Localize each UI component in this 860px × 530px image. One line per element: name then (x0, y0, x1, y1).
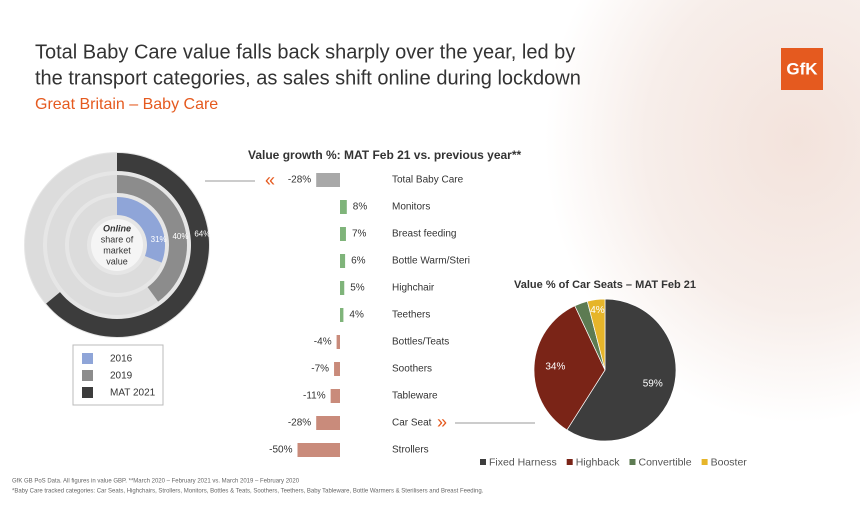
bar (340, 254, 346, 268)
bar (316, 173, 340, 187)
value-label: 8% (353, 202, 368, 213)
category-label: Teethers (392, 310, 430, 321)
title-line: the transport categories, as sales shift… (35, 67, 581, 89)
category-label: Monitors (392, 202, 430, 213)
donut-hole (91, 219, 143, 271)
value-label: -11% (303, 391, 326, 402)
pie-slice (566, 298, 677, 442)
center-label: share of (101, 234, 134, 244)
category-label: Strollers (392, 445, 429, 456)
pie-slice (586, 298, 606, 371)
bar (297, 443, 340, 457)
legend-label: Fixed Harness (489, 456, 557, 468)
footnote: *Baby Care tracked categories: Car Seats… (12, 489, 484, 495)
category-label: Car Seat (392, 418, 432, 429)
legend-label: 2019 (110, 371, 133, 382)
bar (336, 335, 340, 349)
value-label: 6% (351, 256, 366, 267)
legend-swatch (82, 370, 93, 381)
category-label: Highchair (392, 283, 435, 294)
category-label: Bottles/Teats (392, 337, 449, 348)
value-label: -28% (288, 418, 311, 429)
bar-title: Value growth %: MAT Feb 21 vs. previous … (248, 148, 522, 162)
value-label: -50% (269, 445, 292, 456)
ring-label: 31% (151, 235, 167, 244)
legend-swatch (82, 387, 93, 398)
ring-arc (117, 197, 165, 263)
bar (340, 281, 345, 295)
value-label: -7% (311, 364, 329, 375)
category-label: Tableware (392, 391, 438, 402)
slice-label: 4% (590, 305, 605, 316)
bar (316, 416, 340, 430)
logo: GfK (786, 59, 818, 78)
chevron: » (437, 412, 447, 432)
pie-slice (533, 305, 606, 431)
category-label: Soothers (392, 364, 432, 375)
legend-label: Booster (711, 456, 748, 468)
center-label: Online (103, 223, 131, 233)
pie-title: Value % of Car Seats – MAT Feb 21 (514, 279, 696, 291)
slice-label: 34% (545, 362, 565, 373)
legend-label: Highback (576, 456, 621, 468)
footnote: GfK GB PoS Data. All figures in value GB… (12, 479, 300, 485)
category-label: Bottle Warm/Steri (392, 256, 470, 267)
bar (340, 227, 346, 241)
center-label: value (106, 256, 128, 266)
ring-label: 40% (172, 232, 188, 241)
legend-swatch (701, 459, 708, 465)
value-label: 7% (352, 229, 367, 240)
legend-swatch (566, 459, 573, 465)
value-label: -28% (288, 175, 311, 186)
value-label: 5% (350, 283, 365, 294)
legend-label: MAT 2021 (110, 388, 156, 399)
bar (330, 389, 340, 403)
legend-swatch (480, 459, 486, 465)
ring-arc (46, 153, 209, 338)
ring-label: 64% (194, 229, 210, 238)
legend-swatch (82, 353, 93, 364)
legend-box (72, 344, 164, 406)
subtitle: Great Britain – Baby Care (35, 96, 218, 113)
value-label: 4% (349, 310, 364, 321)
category-label: Total Baby Care (392, 175, 464, 186)
legend-label: 2016 (110, 354, 133, 365)
logo-box (781, 48, 823, 90)
bar (340, 200, 347, 214)
legend-label: Convertible (638, 456, 691, 468)
category-label: Breast feeding (392, 229, 457, 240)
legend-swatch (629, 459, 636, 465)
title-line: Total Baby Care value falls back sharply… (35, 41, 575, 63)
slice-label: 59% (643, 379, 663, 390)
center-label: market (103, 245, 131, 255)
value-label: -4% (314, 337, 332, 348)
bar (340, 308, 344, 322)
bar (334, 362, 340, 376)
ring-arc (117, 175, 187, 302)
chevron: « (265, 170, 275, 190)
